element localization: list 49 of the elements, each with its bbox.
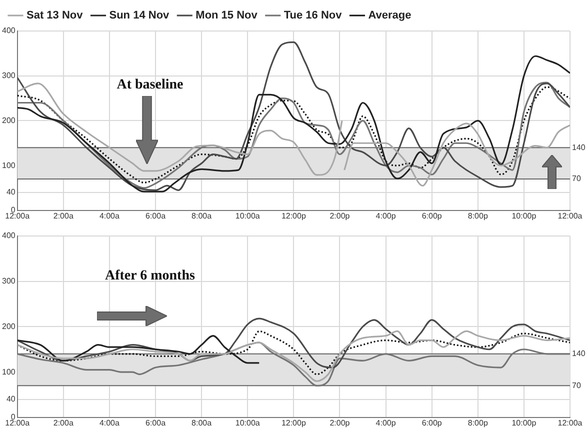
annotation: After 6 months [105, 268, 196, 284]
ref-line-label: 70 [572, 380, 582, 390]
x-tick-label: 10:00p [512, 211, 537, 220]
annotation: At baseline [116, 77, 184, 92]
x-tick-label: 10:00p [512, 418, 537, 428]
x-tick-label: 12:00p [281, 418, 306, 428]
ref-line-label: 140 [572, 349, 586, 358]
x-tick-label: 6:00a [145, 418, 166, 428]
x-tick-label: 2:00p [330, 418, 350, 428]
y-tick-label: 400 [2, 231, 16, 240]
x-tick-label: 4:00a [99, 211, 120, 220]
x-tick-label: 12:00a [5, 418, 30, 428]
x-tick-label: 12:00a [5, 211, 30, 220]
legend-label: Sat 13 Nov [26, 10, 84, 22]
x-tick-label: 8:00a [192, 211, 212, 220]
legend-label: Mon 15 Nov [196, 10, 258, 22]
x-tick-label: 2:00p [330, 211, 350, 220]
y-tick-label: 40 [6, 394, 16, 404]
y-tick-label: 300 [2, 71, 16, 80]
x-tick-label: 4:00a [99, 418, 120, 428]
x-tick-label: 12:00p [281, 211, 306, 220]
line-series [17, 334, 260, 364]
x-tick-label: 6:00p [422, 418, 442, 428]
x-tick-label: 8:00a [192, 418, 212, 428]
x-tick-label: 12:00a [558, 418, 583, 428]
legend-label: Average [368, 10, 412, 22]
line-series [17, 318, 570, 368]
ref-line-label: 70 [572, 174, 582, 184]
y-tick-label: 400 [2, 26, 16, 36]
x-tick-label: 8:00p [468, 211, 488, 220]
x-tick-label: 2:00a [53, 211, 74, 220]
y-tick-label: 200 [2, 322, 16, 331]
x-tick-label: 2:00a [53, 418, 74, 428]
y-tick-label: 100 [2, 367, 16, 376]
x-tick-label: 4:00p [376, 418, 396, 428]
x-tick-label: 8:00p [468, 418, 488, 428]
x-tick-label: 6:00p [422, 211, 442, 220]
y-tick-label: 100 [2, 160, 16, 170]
x-tick-label: 10:00a [235, 211, 260, 220]
y-tick-label: 200 [2, 116, 16, 125]
x-tick-label: 6:00a [145, 211, 166, 220]
legend-label: Sun 14 Nov [109, 10, 170, 22]
x-tick-label: 12:00a [558, 211, 583, 220]
ref-line-label: 140 [572, 142, 586, 152]
y-tick-label: 300 [2, 276, 16, 286]
y-tick-label: 40 [6, 188, 16, 197]
x-tick-label: 4:00p [376, 211, 396, 220]
x-tick-label: 10:00a [235, 418, 260, 428]
legend-label: Tue 16 Nov [284, 10, 343, 22]
